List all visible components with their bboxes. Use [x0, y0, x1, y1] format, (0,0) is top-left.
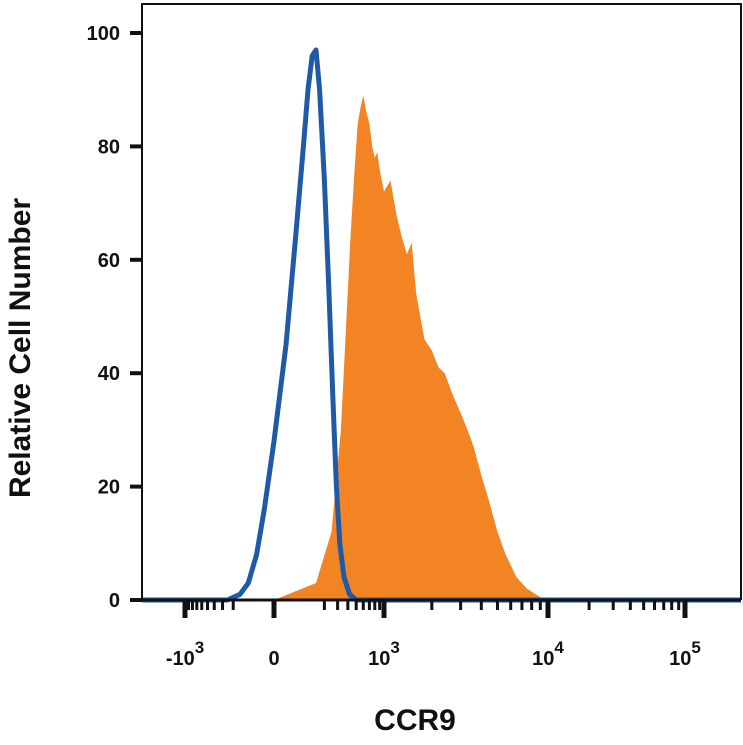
y-axis: 0 20 40 60 80 100	[87, 23, 142, 612]
y-tick-label: 20	[98, 477, 120, 499]
ccr9-stained-histogram	[222, 95, 741, 601]
x-tick-label: 0	[268, 648, 279, 670]
y-axis-title: Relative Cell Number	[4, 198, 37, 498]
x-axis: -103 0 103 104 105	[142, 598, 741, 670]
x-tick-label: 104	[532, 638, 564, 670]
y-tick-label: 80	[98, 136, 120, 158]
plot-border	[141, 3, 742, 600]
y-tick-label: 60	[98, 250, 120, 272]
x-axis-title: CCR9	[374, 704, 456, 737]
series-layer	[142, 47, 741, 603]
x-tick-label: -103	[166, 638, 204, 670]
x-tick-label: 105	[669, 638, 701, 670]
y-tick-label: 40	[98, 363, 120, 385]
plot-frame	[141, 3, 742, 600]
y-tick-label: 100	[87, 23, 120, 45]
x-tick-label: 103	[368, 638, 400, 670]
isotype-control-histogram	[142, 47, 741, 603]
y-tick-label: 0	[109, 590, 120, 612]
